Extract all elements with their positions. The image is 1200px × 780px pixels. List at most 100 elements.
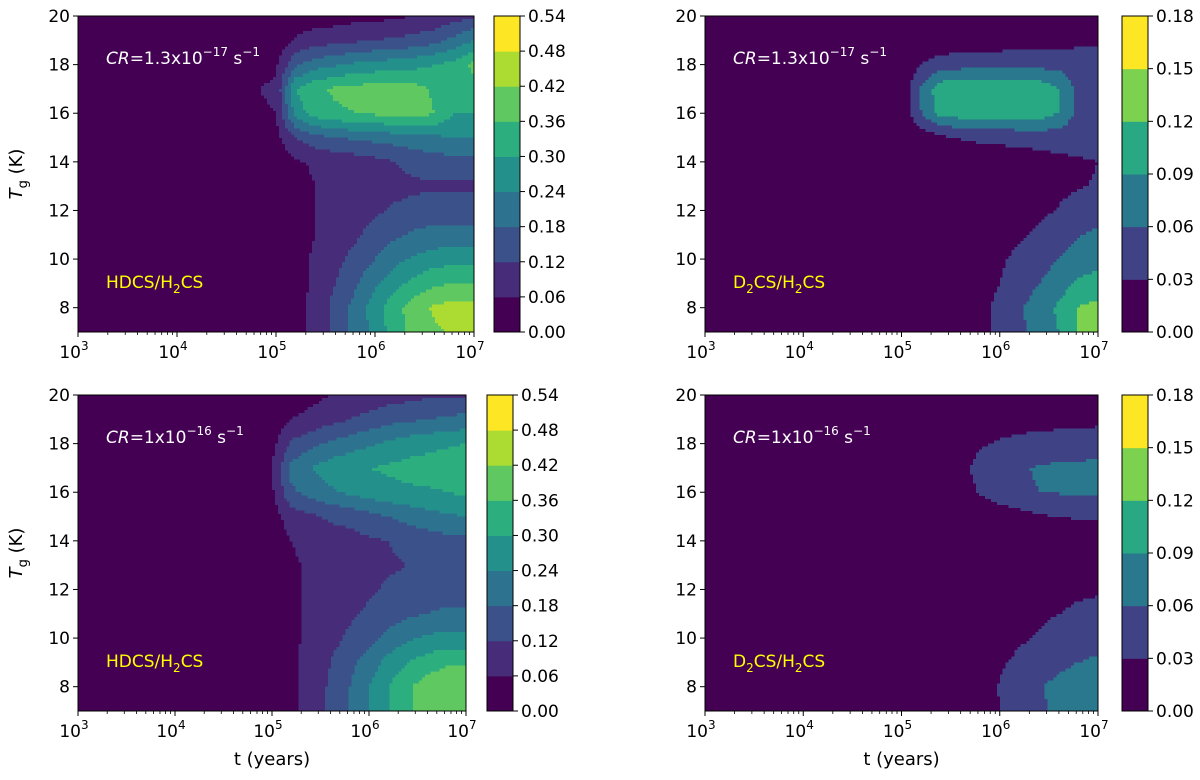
- contour-band-cell: [1074, 662, 1099, 667]
- species-label: HDCS/H2CS: [106, 273, 203, 296]
- contour-band-cell: [307, 495, 361, 499]
- contour-band-cell: [372, 295, 391, 300]
- contour-band-cell: [1050, 461, 1099, 466]
- contour-band-cell: [384, 316, 406, 321]
- contour-band-cell: [387, 243, 475, 248]
- contour-band-cell: [468, 52, 475, 57]
- contour-band-cell: [289, 443, 320, 448]
- contour-band-cell: [1074, 46, 1099, 51]
- contour-band-cell: [1026, 328, 1060, 333]
- contour-band-cell: [351, 246, 385, 251]
- contour-band-cell: [324, 692, 350, 697]
- contour-band-cell: [274, 449, 288, 454]
- contour-band-cell: [309, 286, 334, 291]
- contour-band-cell: [366, 307, 385, 312]
- y-tick-label: 8: [59, 299, 70, 319]
- contour-band-cell: [910, 107, 920, 111]
- contour-band-cell: [946, 134, 1099, 139]
- contour-band-cell: [390, 204, 475, 209]
- contour-band-cell: [312, 240, 358, 245]
- contour-band-cell: [282, 79, 289, 84]
- x-tick-label: 106: [356, 339, 385, 363]
- contour-band-cell: [418, 680, 467, 685]
- contour-band-cell: [1056, 322, 1078, 327]
- contour-band-cell: [1071, 82, 1099, 87]
- colorbar-band: [494, 261, 520, 298]
- contour-band-cell: [392, 501, 467, 505]
- contour-band-cell: [372, 292, 394, 297]
- contour-band-cell: [432, 304, 475, 309]
- x-tick-label: 106: [350, 718, 379, 742]
- contour-band-cell: [301, 635, 344, 639]
- contour-band-cell: [411, 298, 475, 303]
- contour-band-cell: [471, 61, 475, 66]
- contour-band-cell: [1074, 280, 1099, 284]
- y-tick-label: 18: [48, 56, 70, 76]
- contour-band-cell: [429, 88, 475, 93]
- contour-band-cell: [291, 40, 358, 44]
- contour-band-cell: [348, 689, 370, 694]
- contour-band-cell: [1044, 686, 1099, 691]
- contour-band-cell: [301, 604, 367, 609]
- colorbar-tick-label: 0.00: [1156, 702, 1194, 722]
- contour-band-cell: [283, 486, 297, 490]
- contour-band-cell: [383, 656, 417, 660]
- contour-band-cell: [925, 79, 944, 84]
- contour-band-cell: [999, 695, 1046, 700]
- contour-band-cell: [1062, 610, 1099, 615]
- contour-band-cell: [1074, 240, 1099, 245]
- contour-band-cell: [396, 289, 427, 294]
- contour-band-cell: [393, 292, 421, 297]
- contour-band-cell: [408, 280, 475, 284]
- contour-band-cell: [318, 116, 451, 120]
- contour-band-cell: [272, 467, 282, 472]
- contour-band-cell: [934, 104, 1060, 108]
- contour-band-cell: [315, 234, 361, 239]
- contour-band-cell: [282, 137, 298, 142]
- contour-band-cell: [444, 283, 475, 288]
- contour-band-cell: [392, 422, 467, 426]
- contour-band-cell: [978, 449, 1099, 454]
- contour-band-cell: [289, 501, 326, 505]
- contour-band-cell: [402, 234, 475, 239]
- contour-band-cell: [285, 91, 292, 96]
- contour-band-cell: [264, 82, 283, 87]
- contour-band-cell: [313, 467, 373, 472]
- contour-band-cell: [386, 474, 467, 478]
- contour-band-cell: [371, 595, 467, 600]
- contour-band-cell: [389, 689, 414, 694]
- contour-band-cell: [354, 110, 436, 114]
- contour-band-cell: [1014, 246, 1069, 251]
- contour-band-cell: [333, 653, 364, 657]
- contour-band-cell: [294, 122, 310, 126]
- contour-band-cell: [369, 647, 397, 651]
- colorbar-band: [494, 121, 520, 157]
- contour-band-cell: [435, 110, 475, 114]
- contour-band-cell: [423, 149, 475, 154]
- contour-band-cell: [283, 492, 302, 496]
- contour-band-cell: [919, 64, 1099, 69]
- colorbar-band: [487, 640, 513, 677]
- contour-band-cell: [339, 268, 367, 272]
- contour-band-cell: [1035, 464, 1099, 469]
- contour-band-cell: [298, 683, 329, 688]
- contour-band-cell: [934, 98, 1060, 102]
- contour-band-cell: [996, 289, 1034, 294]
- contour-band-cell: [283, 489, 297, 493]
- contour-band-cell: [441, 25, 475, 29]
- contour-band-cell: [429, 95, 475, 99]
- contour-band-cell: [345, 452, 426, 457]
- contour-band-cell: [348, 328, 370, 333]
- contour-band-cell: [410, 504, 467, 509]
- contour-band-cell: [276, 70, 286, 75]
- contour-band-cell: [405, 304, 433, 309]
- contour-band-cell: [1074, 113, 1099, 117]
- contour-band-cell: [304, 510, 370, 515]
- contour-band-cell: [1062, 253, 1099, 257]
- contour-band-cell: [1059, 91, 1075, 96]
- contour-band-cell: [306, 298, 331, 303]
- contour-band-cell: [990, 319, 1028, 324]
- contour-band-cell: [292, 458, 329, 463]
- contour-band-cell: [342, 265, 370, 269]
- y-tick-label: 16: [48, 483, 70, 503]
